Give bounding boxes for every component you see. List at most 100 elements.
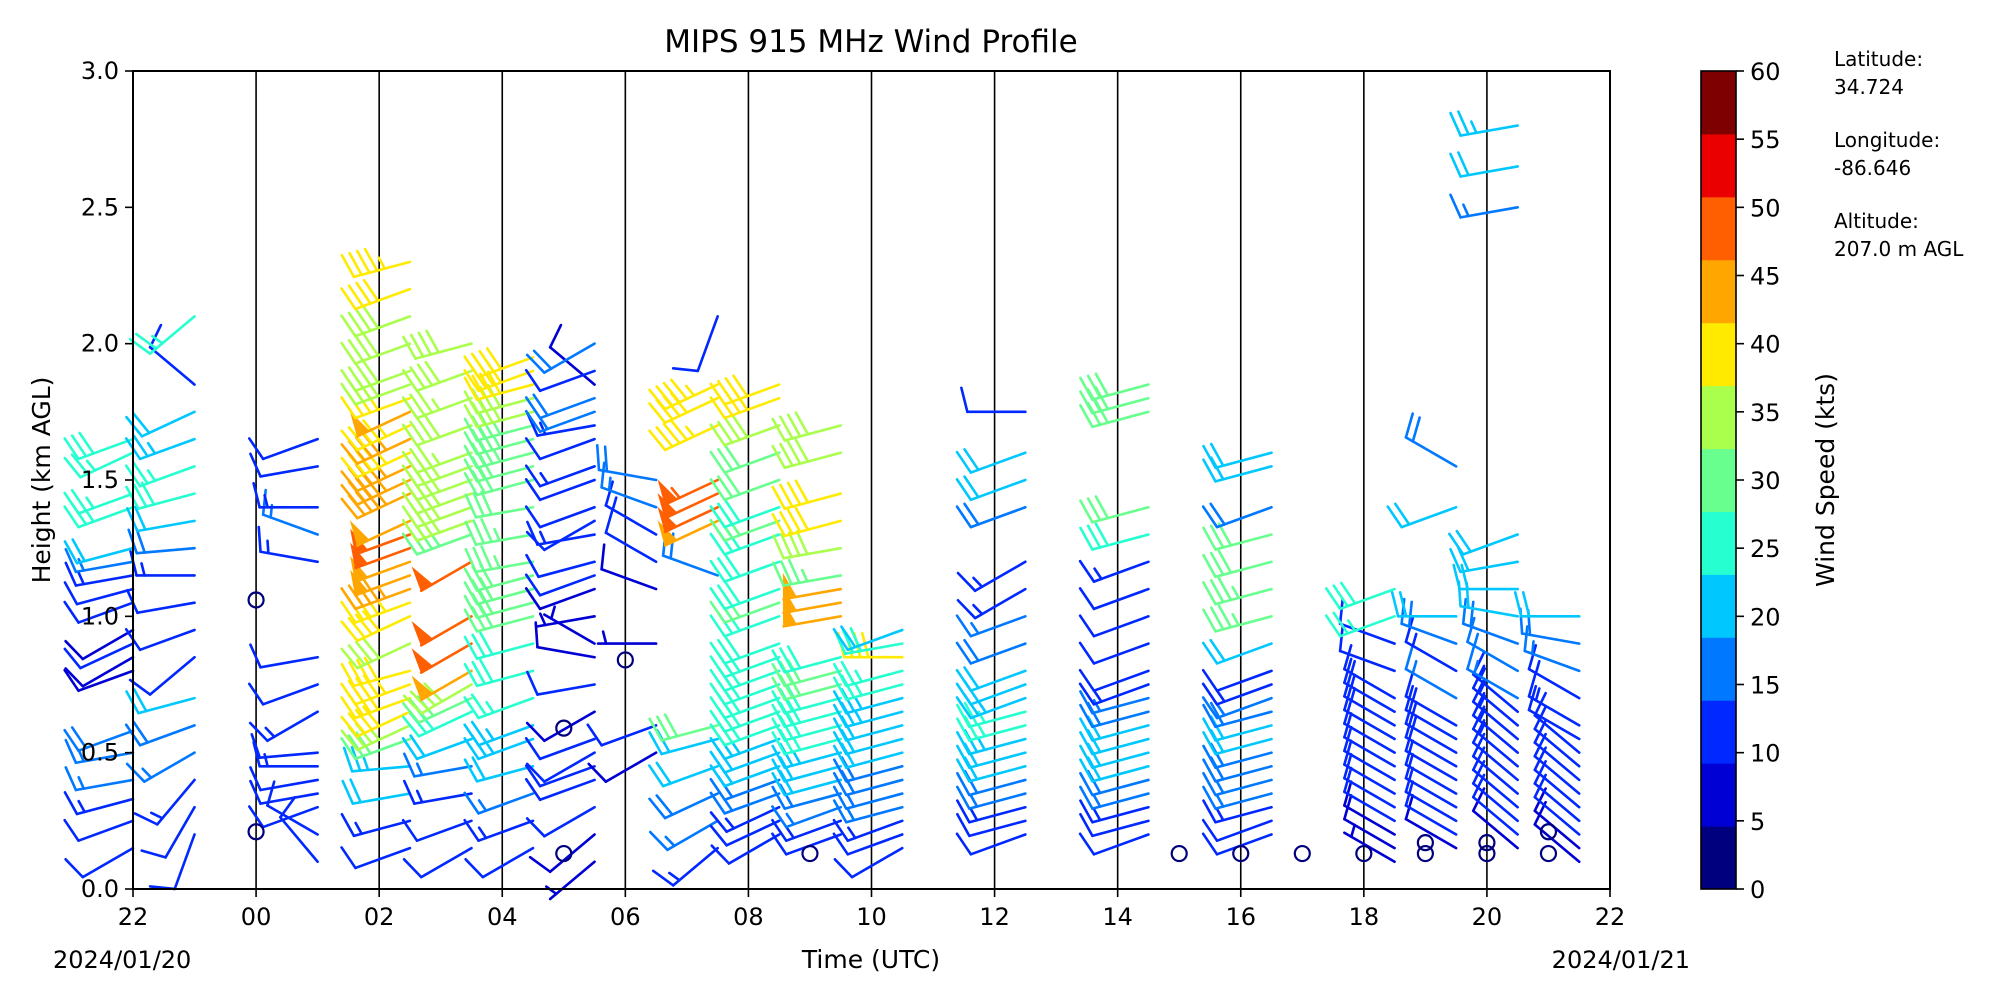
wind-barb [340,333,412,365]
barb-half [785,812,796,826]
barb-full [1527,671,1538,698]
barb-staff [723,601,781,624]
calm-circle [1355,844,1373,863]
barb-half [146,469,157,483]
barb-full [955,478,973,502]
barb-staff [354,315,412,338]
barb-staff [1343,667,1396,700]
barb-full [341,779,355,805]
barb-staff [477,737,535,761]
barb-full [955,682,973,706]
barb-staff [475,587,535,606]
longitude-label: Longitude: [1834,128,1940,152]
barb-full [1209,579,1225,604]
wind-barb [340,247,412,279]
calm-circle [247,823,265,841]
barb-staff [1092,683,1150,706]
barb-staff [1214,587,1273,606]
barb-staff [1343,735,1396,768]
barb-half [539,417,549,431]
barb-full [362,610,381,633]
barb-staff [1215,819,1273,842]
calm-circle [801,844,819,863]
colorbar-segment [1701,133,1736,198]
barb-full [655,426,674,448]
barb-half [377,586,387,600]
barb-staff [968,805,1027,824]
barb-half [1411,687,1418,702]
barb-staff [1215,669,1273,693]
barb-full [463,635,479,660]
barb-staff [1459,604,1519,618]
barb-full [1201,818,1219,842]
barb-full [464,520,478,546]
barb-staff [723,383,781,406]
barb-full [724,418,742,442]
barb-staff [1092,642,1150,665]
barb-staff [969,451,1027,474]
wind-barb [524,573,596,597]
barb-staff [356,724,412,752]
barb-staff [77,669,135,693]
barb-full [709,696,726,720]
barb-full [709,532,726,556]
barb-full [524,409,542,433]
barb-staff [844,805,904,824]
barb-full [525,553,540,579]
barb-flag [349,520,370,547]
barb-full [252,481,261,509]
wind-barb [710,833,781,865]
barb-full [771,662,787,688]
barb-staff [352,260,412,279]
barb-staff [258,751,319,760]
x-tick-label: 22 [1595,903,1626,931]
wind-barb [247,437,319,461]
barb-staff [138,628,196,652]
wind-barb [526,670,596,696]
barb-full [347,644,366,667]
wind-barb [401,390,473,420]
barb-half [85,510,95,523]
barb-staff [671,846,719,887]
barb-staff [1343,722,1396,754]
barb-full [709,682,726,706]
barb-full [132,434,149,458]
barb-full [724,499,742,523]
barb-staff [477,724,535,747]
colorbar-tick-label: 55 [1750,126,1781,154]
barb-full [340,587,357,611]
barb-staff [477,355,535,379]
barb-full [780,560,793,586]
barb-full [648,717,663,742]
barb-staff [475,396,535,415]
barb-full [832,772,848,797]
barb-full [417,331,433,356]
barb-half [601,630,608,645]
barb-staff [846,628,904,652]
barb-full [409,366,426,390]
barb-full [1339,581,1357,605]
barb-staff [538,437,596,461]
barb-half [538,421,547,436]
y-tick-label: 3.0 [81,57,119,85]
barb-full [648,429,667,452]
colorbar-tick-label: 20 [1750,603,1781,631]
barb-half [77,557,86,572]
barb-staff [259,778,319,792]
barb-half [1411,714,1418,729]
barb-staff [968,710,1027,729]
wind-barb [125,410,196,438]
barb-full [133,812,159,826]
barb-staff [1215,505,1273,529]
barb-staff [474,533,535,546]
wind-barb [771,411,843,442]
barb-full [656,715,671,740]
barb-full [1202,608,1217,633]
barb-staff [1215,642,1273,665]
chart-title: MIPS 915 MHz Wind Profile [664,24,1077,60]
barb-full [401,464,419,488]
barb-full [956,598,977,620]
barb-staff [354,587,412,611]
barb-full [771,731,787,756]
barb-full [1457,110,1470,136]
